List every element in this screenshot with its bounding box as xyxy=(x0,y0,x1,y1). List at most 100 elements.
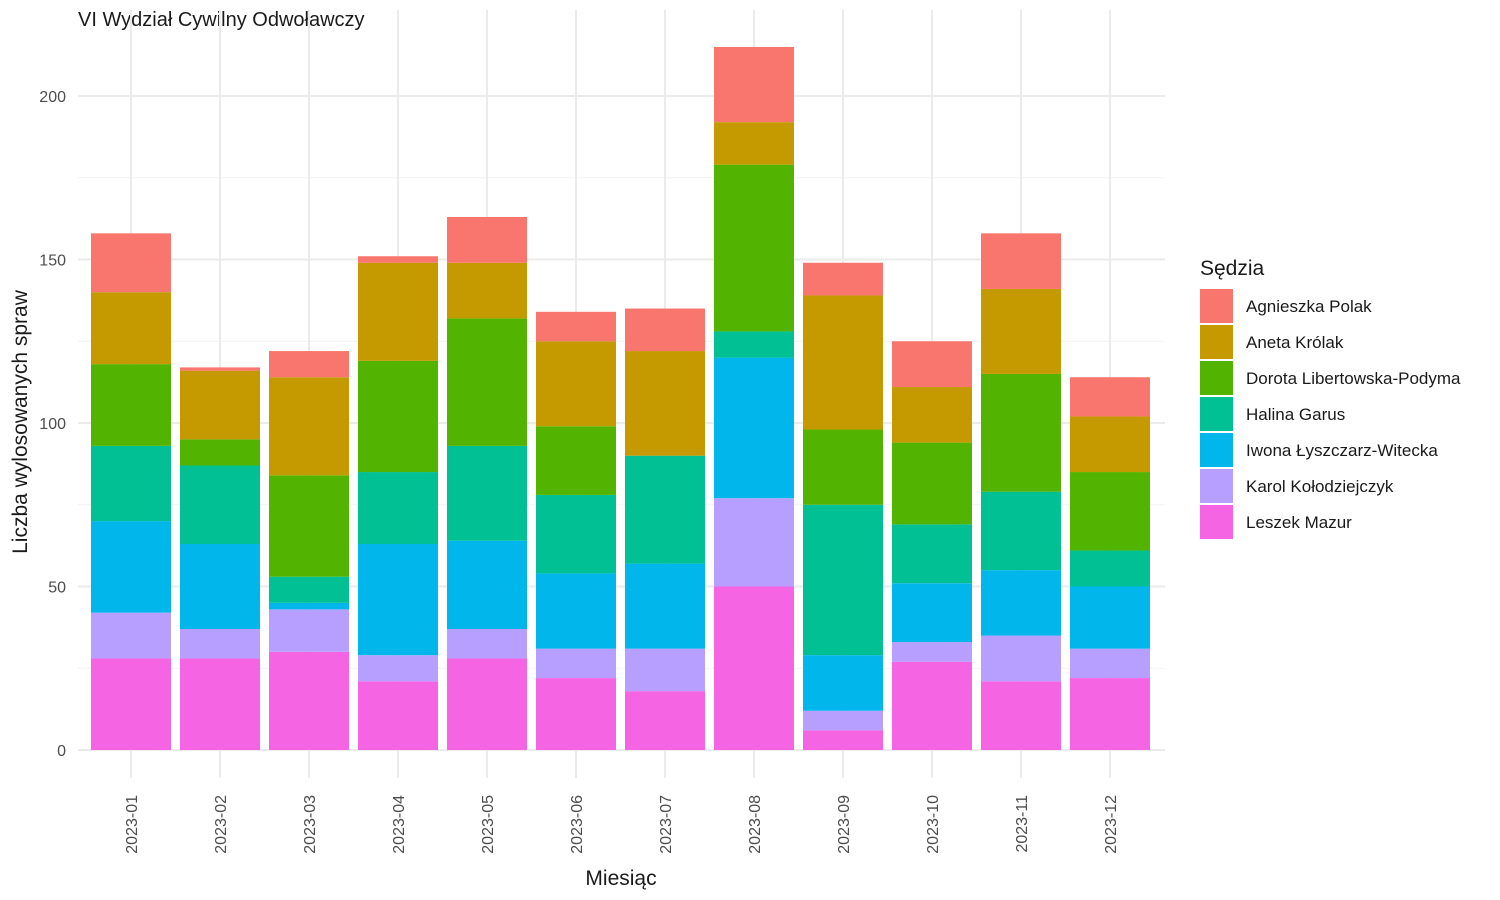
bar-segment xyxy=(180,629,260,659)
x-tick-label: 2023-07 xyxy=(658,795,675,854)
bar-segment xyxy=(536,494,616,574)
bar-segment xyxy=(714,122,794,165)
legend-swatch xyxy=(1200,361,1233,395)
bar-segment xyxy=(803,295,883,430)
bar-segment xyxy=(447,216,527,263)
legend-swatch xyxy=(1200,325,1233,359)
bar-segment xyxy=(91,445,171,522)
y-axis-ticks: 0 50 100 150 200 xyxy=(39,89,66,760)
x-tick-label: 2023-12 xyxy=(1103,795,1120,854)
bar-segment xyxy=(536,341,616,427)
bar-segment xyxy=(1070,472,1150,551)
bar-segment xyxy=(180,543,260,630)
bar-segment xyxy=(358,256,438,263)
bar-segment xyxy=(447,318,527,446)
x-tick-label: 2023-11 xyxy=(1014,795,1031,853)
bar-segment xyxy=(447,445,527,541)
bar-segment xyxy=(1070,586,1150,649)
bar-segment xyxy=(91,658,171,750)
bar-segment xyxy=(358,655,438,682)
x-tick-label: 2023-08 xyxy=(747,795,764,854)
bar-segment xyxy=(358,360,438,473)
bar-segment xyxy=(803,710,883,731)
y-tick-label: 0 xyxy=(57,743,66,760)
bar-segment xyxy=(180,465,260,544)
legend-label: Dorota Libertowska-Podyma xyxy=(1246,369,1461,388)
legend-label: Iwona Łyszczarz-Witecka xyxy=(1246,441,1438,460)
bar-segment xyxy=(536,573,616,649)
bar-segment xyxy=(91,364,171,446)
x-tick-label: 2023-04 xyxy=(391,795,408,854)
legend-label: Aneta Królak xyxy=(1246,333,1344,352)
y-axis-title: Liczba wylosowanych spraw xyxy=(9,289,32,554)
bar-segment xyxy=(358,681,438,750)
bar-segment xyxy=(180,658,260,750)
bar-segment xyxy=(1070,678,1150,750)
legend-title: Sędzia xyxy=(1200,257,1265,280)
bar-segment xyxy=(1070,416,1150,473)
legend-label: Halina Garus xyxy=(1246,405,1345,424)
bar-segment xyxy=(536,426,616,495)
bar-segment xyxy=(981,491,1061,571)
bar-segment xyxy=(625,563,705,649)
bar-segment xyxy=(625,691,705,750)
bar-segment xyxy=(447,658,527,750)
bar-segment xyxy=(803,262,883,296)
legend-swatch xyxy=(1200,433,1233,467)
bar-segment xyxy=(981,288,1061,374)
bar-segment xyxy=(269,475,349,577)
bar-segment xyxy=(1070,550,1150,587)
bar-segment xyxy=(803,429,883,505)
bar-segment xyxy=(536,648,616,679)
bar-segment xyxy=(625,351,705,456)
x-axis-title: Miesiąc xyxy=(585,867,656,890)
bar-segment xyxy=(714,46,794,123)
bar-segment xyxy=(91,612,171,659)
bar-segment xyxy=(625,308,705,352)
bar-segment xyxy=(180,367,260,371)
bar-segment xyxy=(892,642,972,662)
bar-segment xyxy=(358,472,438,544)
bar-segment xyxy=(981,635,1061,682)
legend-label: Leszek Mazur xyxy=(1246,513,1352,532)
bar-segment xyxy=(269,377,349,476)
legend-label: Karol Kołodziejczyk xyxy=(1246,477,1394,496)
legend: Sędzia Agnieszka Polak Aneta Królak Dorota… xyxy=(1200,257,1461,539)
bar-segment xyxy=(981,373,1061,492)
legend-items: Agnieszka Polak Aneta Królak Dorota Libert… xyxy=(1200,289,1461,539)
chart-title: VI Wydział Cywilny Odwoławczy xyxy=(78,9,365,31)
bars xyxy=(91,46,1150,750)
bar-segment xyxy=(269,576,349,603)
bar-segment xyxy=(892,442,972,525)
bar-segment xyxy=(625,648,705,692)
legend-label: Agnieszka Polak xyxy=(1246,297,1372,316)
y-tick-label: 100 xyxy=(39,416,66,433)
bar-segment xyxy=(714,331,794,358)
x-tick-label: 2023-02 xyxy=(213,795,230,854)
bar-segment xyxy=(625,455,705,564)
y-tick-label: 200 xyxy=(39,89,66,106)
bar-segment xyxy=(1070,648,1150,679)
bar-segment xyxy=(269,602,349,610)
legend-swatch xyxy=(1200,505,1233,539)
bar-segment xyxy=(981,570,1061,636)
x-tick-label: 2023-01 xyxy=(124,795,141,854)
bar-segment xyxy=(892,387,972,443)
x-tick-label: 2023-09 xyxy=(836,795,853,854)
bar-segment xyxy=(269,651,349,750)
bar-segment xyxy=(803,730,883,750)
bar-segment xyxy=(91,521,171,613)
bar-segment xyxy=(180,370,260,440)
bar-segment xyxy=(892,524,972,584)
bar-segment xyxy=(892,341,972,388)
bar-segment xyxy=(91,292,171,365)
x-tick-label: 2023-05 xyxy=(480,795,497,854)
legend-swatch xyxy=(1200,469,1233,503)
x-tick-label: 2023-06 xyxy=(569,795,586,854)
bar-segment xyxy=(892,661,972,750)
bar-segment xyxy=(536,678,616,750)
x-tick-label: 2023-03 xyxy=(302,795,319,854)
bar-segment xyxy=(714,164,794,332)
bar-segment xyxy=(536,311,616,342)
